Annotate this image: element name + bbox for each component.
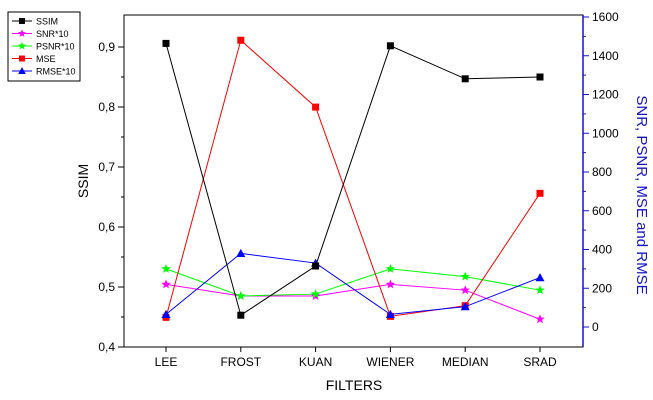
- right-tick-label: 1600: [592, 10, 619, 24]
- legend: SSIM SNR*10 PSNR*10 MSE RMSE*10: [7, 11, 81, 82]
- data-point: [312, 103, 320, 111]
- left-tick-label: 0,9: [98, 40, 115, 54]
- data-point: [237, 36, 245, 44]
- data-point: [385, 279, 396, 289]
- series-line: [165, 43, 541, 316]
- x-tick-label: LEE: [155, 355, 178, 369]
- x-tick-label: FROST: [220, 355, 261, 369]
- x-tick-label: MEDIAN: [442, 355, 489, 369]
- right-tick-label: 800: [592, 165, 612, 179]
- legend-label: SSIM: [36, 17, 58, 27]
- data-point: [236, 291, 246, 301]
- data-point: [536, 73, 544, 81]
- left-tick-label: 0,6: [98, 220, 115, 234]
- legend-marker: [19, 18, 25, 24]
- data-point: [237, 311, 245, 319]
- data-point: [236, 248, 246, 257]
- data-point: [161, 263, 171, 273]
- series-line: [165, 268, 541, 297]
- legend-label: SNR*10: [36, 29, 69, 39]
- left-tick-label: 0,7: [98, 160, 115, 174]
- data-point: [461, 75, 469, 83]
- legend-marker: [18, 67, 26, 75]
- left-axis-title: SSIM: [75, 164, 91, 198]
- series-ssim: [162, 39, 544, 319]
- series-psnr-10: [161, 263, 545, 301]
- legend-item: RMSE*10: [12, 67, 76, 77]
- data-point: [386, 42, 394, 50]
- x-tick-label: KUAN: [299, 355, 332, 369]
- data-point: [460, 271, 470, 281]
- x-axis-title: FILTERS: [326, 377, 383, 393]
- series-line: [165, 283, 541, 320]
- series-snr-10: [161, 279, 545, 324]
- data-point: [385, 263, 396, 273]
- x-tick-label: WIENER: [366, 355, 414, 369]
- series-rmse-10: [161, 248, 545, 319]
- x-tick-label: SRAD: [523, 355, 557, 369]
- legend-marker: [19, 55, 25, 62]
- right-axis-ticks: 0 200 400 600 800 1000 1200 1400 1600: [583, 10, 619, 334]
- left-tick-label: 0,8: [98, 100, 115, 114]
- plot-frame: [123, 14, 584, 348]
- right-tick-label: 1400: [592, 49, 619, 63]
- right-tick-label: 1200: [592, 88, 619, 102]
- left-tick-label: 0,4: [98, 340, 115, 354]
- legend-item: SSIM: [12, 17, 58, 27]
- right-tick-label: 1000: [592, 126, 619, 140]
- legend-marker: [17, 41, 27, 50]
- legend-item: PSNR*10: [12, 42, 75, 52]
- data-point: [312, 262, 320, 270]
- legend-label: PSNR*10: [36, 42, 75, 52]
- data-point: [162, 39, 170, 47]
- data-point: [385, 309, 395, 319]
- data-point: [161, 309, 171, 319]
- data-point: [460, 302, 470, 311]
- right-tick-label: 400: [592, 243, 612, 257]
- legend-marker: [17, 29, 27, 37]
- data-point: [536, 189, 544, 197]
- data-point: [535, 314, 545, 324]
- series-line: [165, 39, 541, 318]
- left-tick-label: 0,5: [98, 280, 115, 294]
- right-tick-label: 600: [592, 204, 612, 218]
- data-point: [535, 285, 545, 295]
- legend-item: SNR*10: [12, 29, 69, 39]
- data-point: [535, 273, 545, 282]
- right-tick-label: 0: [592, 320, 599, 334]
- series-mse: [162, 36, 544, 321]
- x-axis-ticks: LEE FROST KUAN WIENER MEDIAN SRAD: [155, 347, 557, 369]
- data-point: [310, 289, 321, 299]
- series-layer: [161, 36, 545, 324]
- left-axis-ticks: 0,4 0,5 0,6 0,7 0,8 0,9: [98, 40, 124, 354]
- right-tick-label: 200: [592, 281, 612, 295]
- data-point: [161, 279, 171, 289]
- data-point: [460, 285, 470, 295]
- series-line: [165, 252, 541, 315]
- right-axis-title: SNR, PSNR, MSE and RMSE: [633, 95, 650, 294]
- legend-label: MSE: [36, 54, 56, 64]
- legend-item: MSE: [12, 54, 56, 64]
- legend-label: RMSE*10: [36, 67, 76, 77]
